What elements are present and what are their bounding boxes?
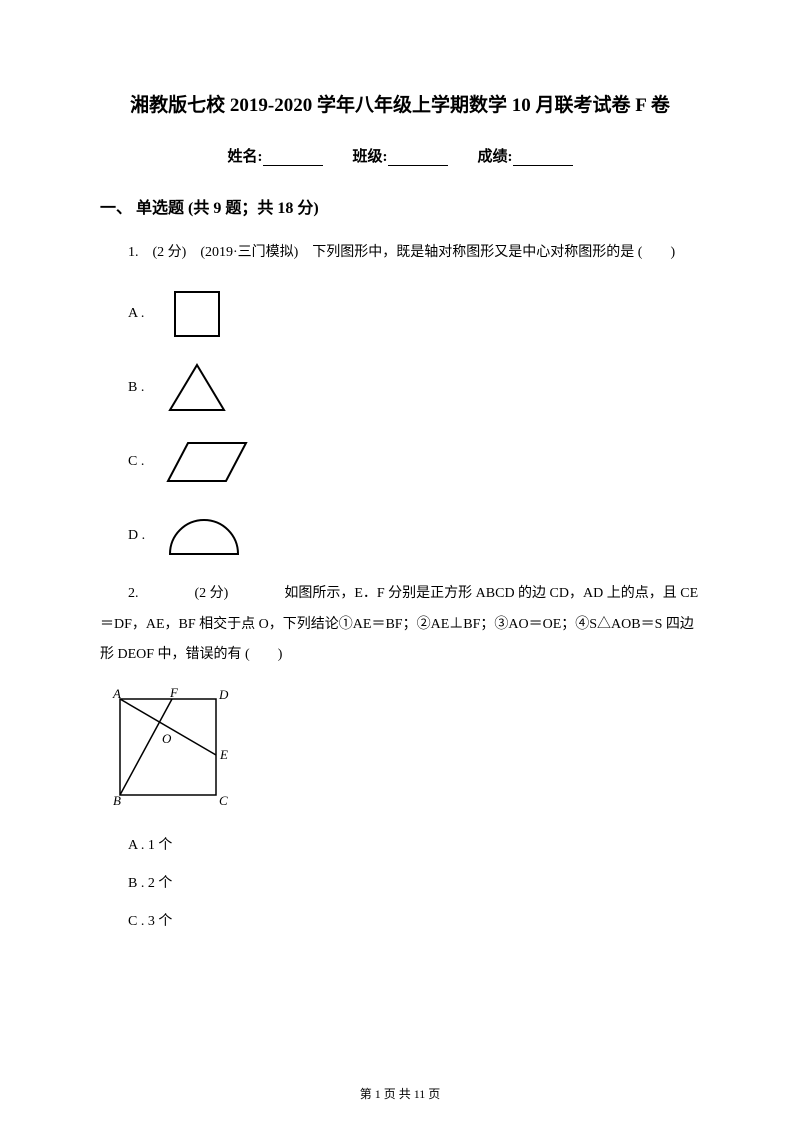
score-label: 成绩:	[478, 145, 513, 166]
label-C: C	[219, 793, 228, 808]
q1-option-b: B .	[128, 357, 700, 419]
name-blank	[263, 152, 323, 166]
label-B: B	[113, 793, 121, 808]
q1-option-a-label: A .	[128, 306, 152, 322]
footer-suffix: 页	[425, 1087, 440, 1101]
parallelogram-icon	[162, 431, 252, 493]
q1-option-a: A .	[128, 283, 700, 345]
page-footer: 第 1 页 共 11 页	[0, 1085, 800, 1102]
question-1-text: 1. (2 分) (2019·三门模拟) 下列图形中，既是轴对称图形又是中心对称…	[100, 238, 700, 269]
student-info-row: 姓名: 班级: 成绩:	[100, 145, 700, 166]
q2-figure: A F D E C B O	[100, 685, 700, 820]
q2-option-c: C . 3 个	[128, 910, 700, 930]
footer-prefix: 第	[360, 1087, 375, 1101]
q2-option-a: A . 1 个	[128, 834, 700, 854]
square-icon	[162, 283, 232, 345]
q1-option-b-label: B .	[128, 380, 152, 396]
class-blank	[388, 152, 448, 166]
class-label: 班级:	[353, 145, 388, 166]
label-A: A	[112, 686, 121, 701]
question-2-text: 2. (2 分) 如图所示，E．F 分别是正方形 ABCD 的边 CD，AD 上…	[100, 579, 700, 671]
score-blank	[513, 152, 573, 166]
triangle-icon	[162, 357, 232, 419]
footer-total: 11	[414, 1087, 426, 1101]
label-D: D	[218, 687, 229, 702]
semicircle-icon	[162, 505, 246, 567]
label-E: E	[219, 747, 228, 762]
q1-option-d: D .	[128, 505, 700, 567]
name-label: 姓名:	[228, 145, 263, 166]
q1-option-c-label: C .	[128, 454, 152, 470]
label-O: O	[162, 731, 172, 746]
section-1-header: 一、 单选题 (共 9 题；共 18 分)	[100, 194, 700, 218]
q2-option-b: B . 2 个	[128, 872, 700, 892]
q1-option-d-label: D .	[128, 528, 152, 544]
page-title: 湘教版七校 2019-2020 学年八年级上学期数学 10 月联考试卷 F 卷	[100, 90, 700, 117]
q1-option-c: C .	[128, 431, 700, 493]
footer-mid: 页 共	[381, 1087, 414, 1101]
label-F: F	[169, 685, 179, 700]
